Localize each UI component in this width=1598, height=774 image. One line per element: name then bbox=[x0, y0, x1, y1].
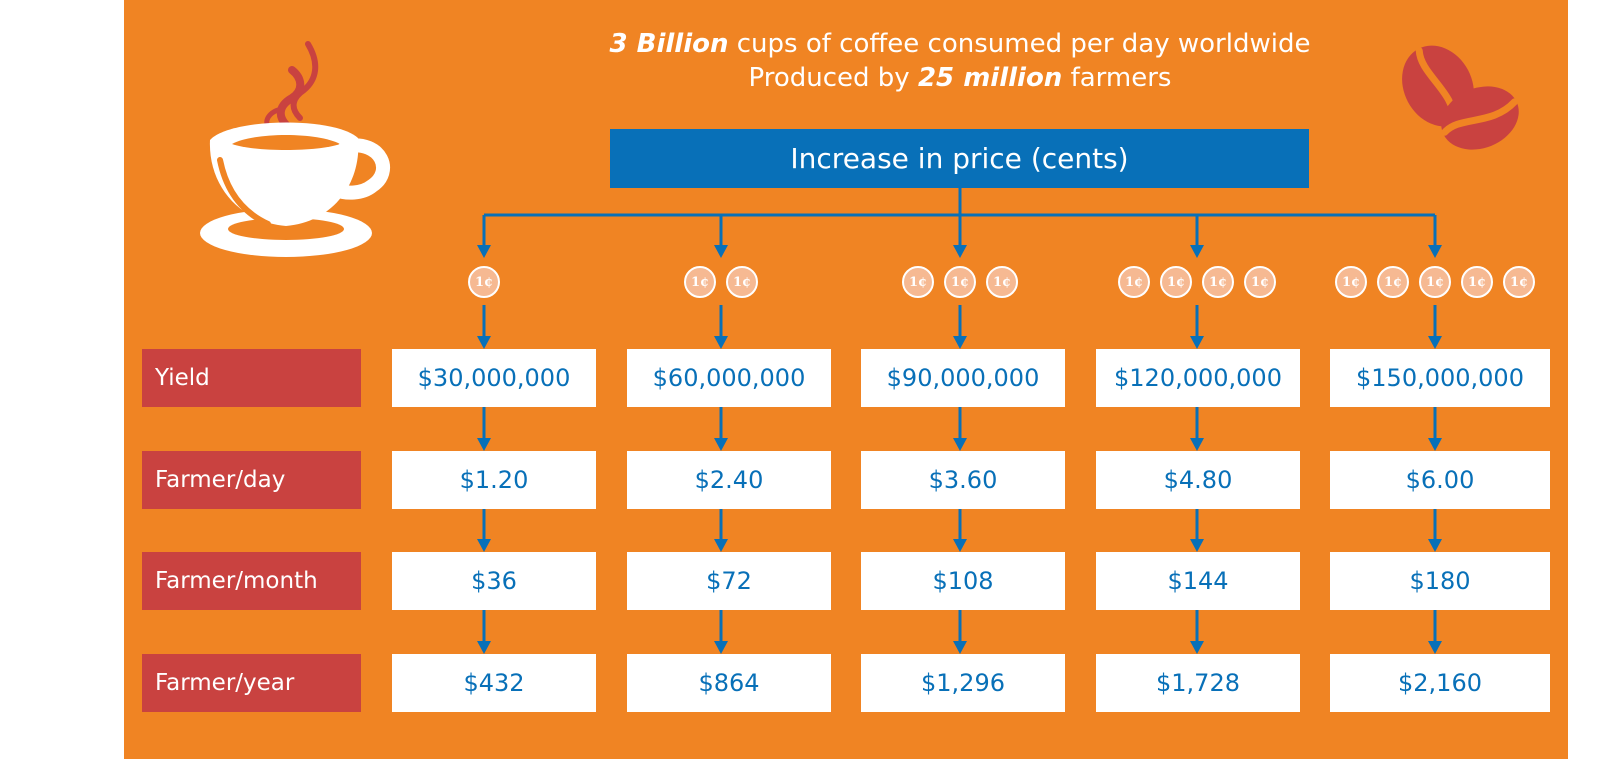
headline-farmers-count: 25 million bbox=[917, 63, 1063, 93]
coffee-cup-icon bbox=[200, 41, 390, 257]
headline-line-2: Produced by 25 million farmers bbox=[124, 61, 1598, 95]
cell-yield-4c: $120,000,000 bbox=[1096, 349, 1300, 407]
one-cent-coin-icon: 1¢ bbox=[684, 266, 716, 298]
headline-cups-text: cups of coffee consumed per day worldwid… bbox=[736, 29, 1311, 59]
cell-year-3c: $1,296 bbox=[861, 654, 1065, 712]
cell-month-5c: $180 bbox=[1330, 552, 1550, 610]
coffee-beans-icon bbox=[1402, 45, 1519, 150]
infographic-background bbox=[124, 0, 1568, 759]
one-cent-coin-icon: 1¢ bbox=[468, 266, 500, 298]
cell-year-4c: $1,728 bbox=[1096, 654, 1300, 712]
cell-day-4c: $4.80 bbox=[1096, 451, 1300, 509]
one-cent-coin-icon: 1¢ bbox=[1335, 266, 1367, 298]
cell-year-2c: $864 bbox=[627, 654, 831, 712]
row-label-month: Farmer/month bbox=[142, 552, 361, 610]
cell-month-3c: $108 bbox=[861, 552, 1065, 610]
one-cent-coin-icon: 1¢ bbox=[1503, 266, 1535, 298]
row-label-yield: Yield bbox=[142, 349, 361, 407]
one-cent-coin-icon: 1¢ bbox=[986, 266, 1018, 298]
one-cent-coin-icon: 1¢ bbox=[1160, 266, 1192, 298]
one-cent-coin-icon: 1¢ bbox=[1244, 266, 1276, 298]
one-cent-coin-icon: 1¢ bbox=[726, 266, 758, 298]
cell-day-2c: $2.40 bbox=[627, 451, 831, 509]
headline-farmers-text: farmers bbox=[1070, 63, 1172, 93]
cell-year-1c: $432 bbox=[392, 654, 596, 712]
one-cent-coin-icon: 1¢ bbox=[1461, 266, 1493, 298]
cell-yield-5c: $150,000,000 bbox=[1330, 349, 1550, 407]
row-label-day: Farmer/day bbox=[142, 451, 361, 509]
row-label-year: Farmer/year bbox=[142, 654, 361, 712]
one-cent-coin-icon: 1¢ bbox=[902, 266, 934, 298]
cell-month-4c: $144 bbox=[1096, 552, 1300, 610]
headline-produced-by: Produced by bbox=[748, 63, 910, 93]
one-cent-coin-icon: 1¢ bbox=[944, 266, 976, 298]
headline-cups-count: 3 Billion bbox=[609, 29, 729, 59]
cell-yield-2c: $60,000,000 bbox=[627, 349, 831, 407]
cell-day-3c: $3.60 bbox=[861, 451, 1065, 509]
cell-month-1c: $36 bbox=[392, 552, 596, 610]
cell-day-5c: $6.00 bbox=[1330, 451, 1550, 509]
one-cent-coin-icon: 1¢ bbox=[1377, 266, 1409, 298]
cell-yield-1c: $30,000,000 bbox=[392, 349, 596, 407]
cell-month-2c: $72 bbox=[627, 552, 831, 610]
cell-yield-3c: $90,000,000 bbox=[861, 349, 1065, 407]
one-cent-coin-icon: 1¢ bbox=[1118, 266, 1150, 298]
one-cent-coin-icon: 1¢ bbox=[1202, 266, 1234, 298]
one-cent-coin-icon: 1¢ bbox=[1419, 266, 1451, 298]
cell-day-1c: $1.20 bbox=[392, 451, 596, 509]
headline-line-1: 3 Billion cups of coffee consumed per da… bbox=[124, 27, 1598, 61]
price-increase-header: Increase in price (cents) bbox=[610, 129, 1309, 188]
cell-year-5c: $2,160 bbox=[1330, 654, 1550, 712]
